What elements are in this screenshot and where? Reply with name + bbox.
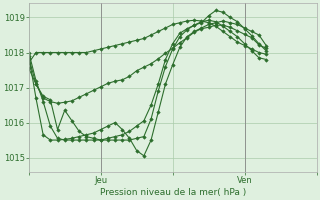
X-axis label: Pression niveau de la mer( hPa ): Pression niveau de la mer( hPa ) <box>100 188 246 197</box>
